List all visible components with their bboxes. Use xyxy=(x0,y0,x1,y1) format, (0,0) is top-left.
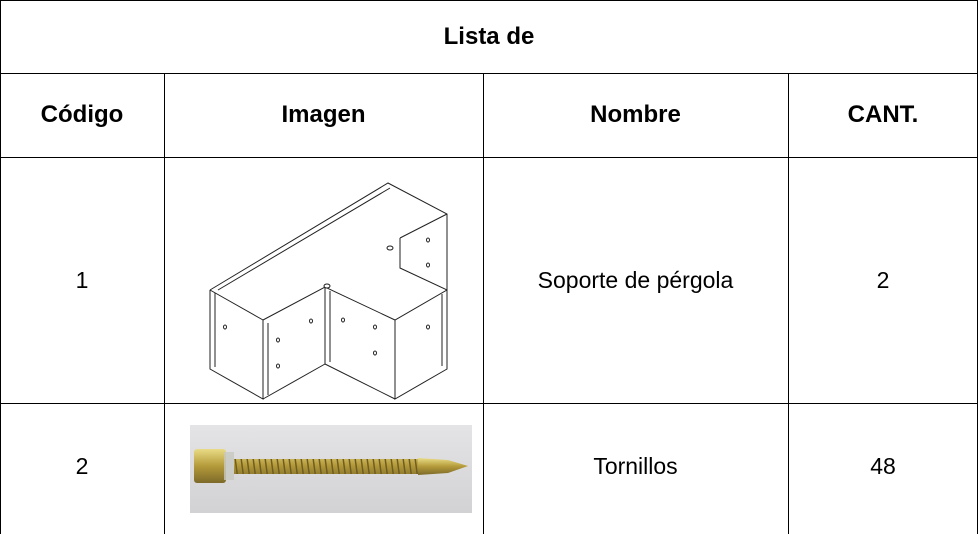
header-cell: Nombre xyxy=(590,101,681,128)
rule xyxy=(0,157,978,158)
border-left xyxy=(0,0,1,534)
qty-cell: 2 xyxy=(876,266,890,293)
border-top xyxy=(0,0,978,1)
qty-cell: 48 xyxy=(870,453,896,479)
rule xyxy=(0,73,978,74)
table-title: Lista de xyxy=(443,22,535,50)
col-rule xyxy=(164,73,165,534)
header-cell: CANT. xyxy=(847,101,919,128)
header-cell: Imagen xyxy=(281,101,366,128)
code-cell: 1 xyxy=(75,266,89,293)
col-rule xyxy=(788,73,789,534)
code-cell: 2 xyxy=(75,453,89,479)
name-cell: Soporte de pérgola xyxy=(537,266,734,293)
col-rule xyxy=(483,73,484,534)
name-cell: Tornillos xyxy=(593,453,678,479)
header-cell: Código xyxy=(40,101,124,128)
rule xyxy=(0,403,978,404)
